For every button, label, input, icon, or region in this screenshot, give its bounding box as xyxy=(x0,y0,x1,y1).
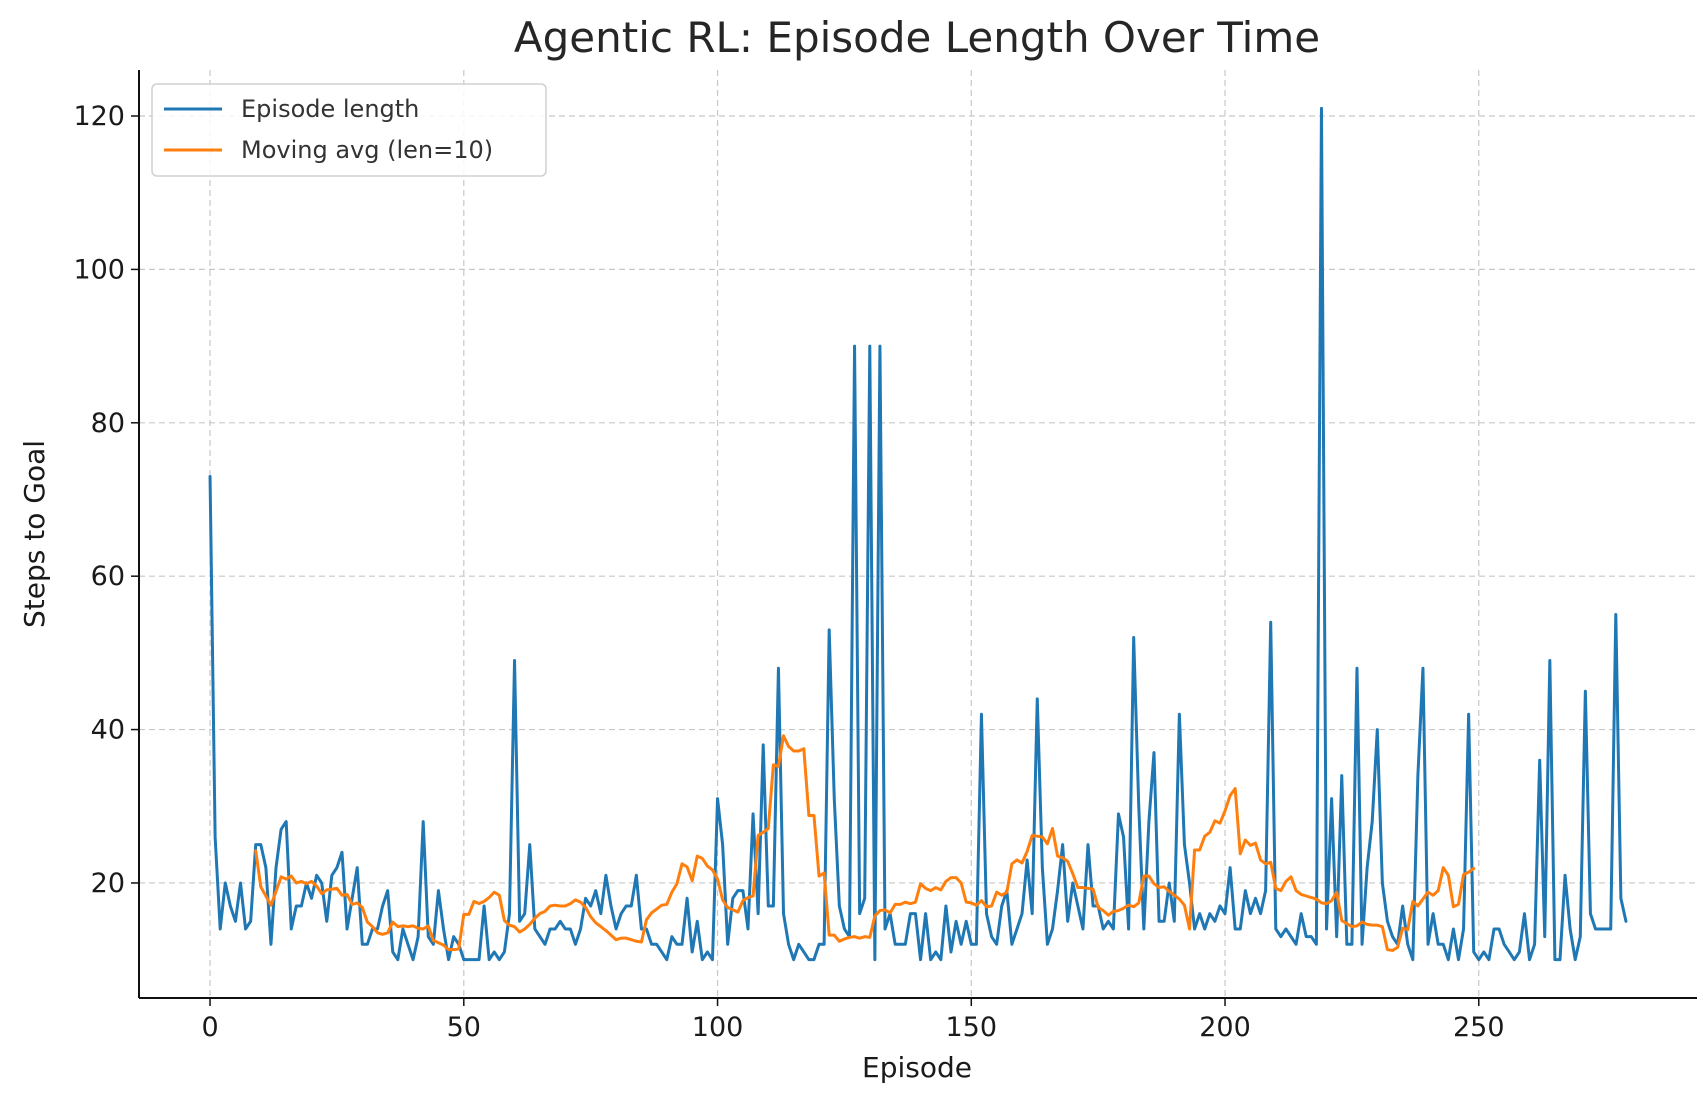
legend-label-episode-length: Episode length xyxy=(241,95,419,123)
y-tick-label: 120 xyxy=(73,101,125,132)
x-axis-label: Episode xyxy=(862,1051,972,1084)
y-axis-label: Steps to Goal xyxy=(18,440,51,628)
legend-box xyxy=(151,83,547,177)
grid xyxy=(139,70,1697,998)
y-tick-label: 20 xyxy=(91,868,125,899)
y-tick-label: 60 xyxy=(91,561,125,592)
y-tick-label: 40 xyxy=(91,715,125,746)
legend: Episode length Moving avg (len=10) xyxy=(151,83,547,177)
y-tick-label: 100 xyxy=(73,254,125,285)
legend-label-moving-avg: Moving avg (len=10) xyxy=(241,136,493,164)
series-line-moving-avg xyxy=(254,734,1476,952)
axis-ticks: 0 50 100 150 200 250 20 40 60 80 100 120 xyxy=(73,101,1504,1043)
plot-area xyxy=(208,106,1628,962)
x-tick-label: 100 xyxy=(692,1012,744,1043)
chart-title: Agentic RL: Episode Length Over Time xyxy=(514,13,1320,62)
y-tick-label: 80 xyxy=(91,408,125,439)
x-tick-label: 250 xyxy=(1453,1012,1505,1043)
x-tick-label: 200 xyxy=(1199,1012,1251,1043)
x-tick-label: 50 xyxy=(447,1012,481,1043)
x-tick-label: 0 xyxy=(201,1012,218,1043)
series-line-episode-length xyxy=(208,106,1628,962)
x-tick-label: 150 xyxy=(946,1012,998,1043)
